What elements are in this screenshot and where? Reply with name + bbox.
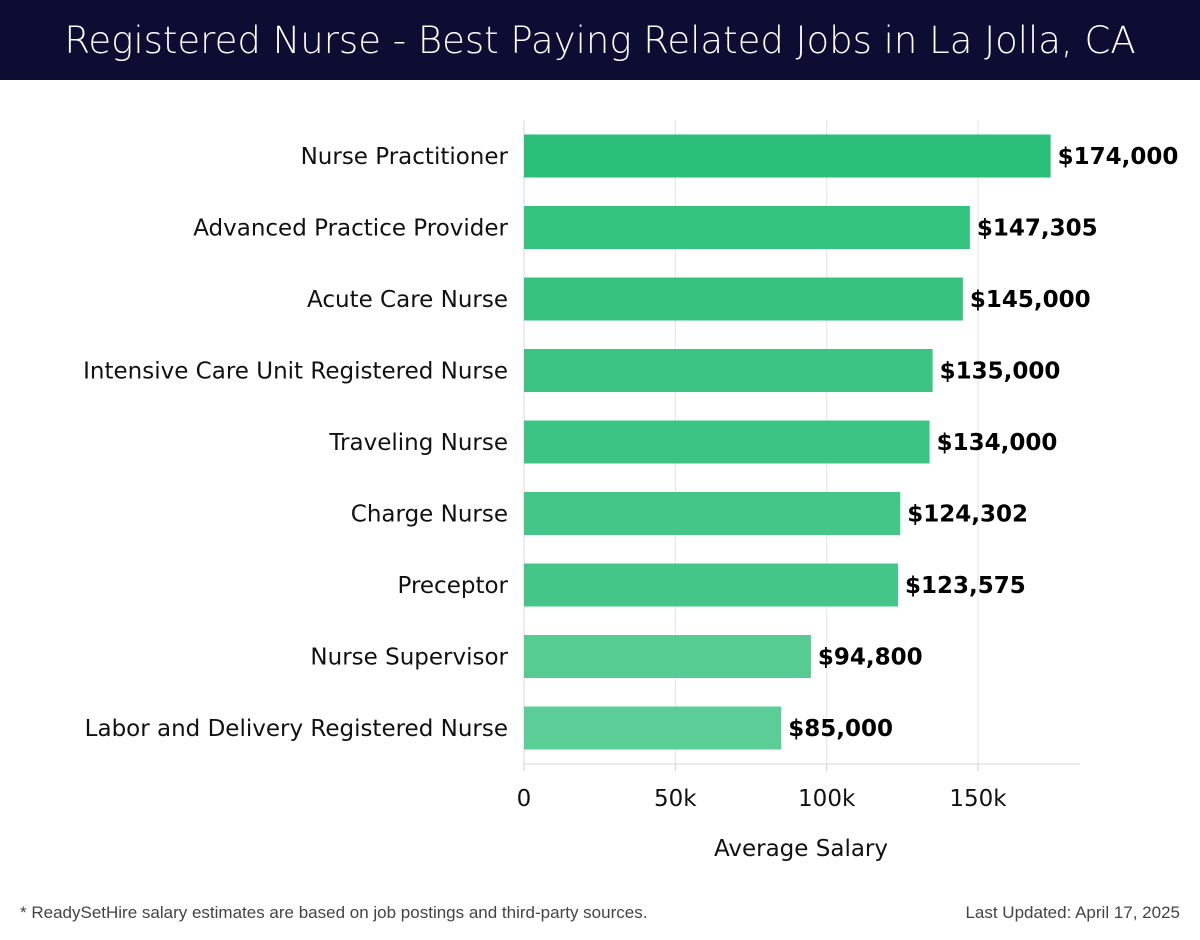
category-label: Labor and Delivery Registered Nurse [85,716,508,742]
bar [524,420,930,464]
bar [524,706,782,750]
bar [524,349,933,392]
category-label: Advanced Practice Provider [193,216,508,242]
value-label: $174,000 [1058,144,1179,170]
x-tick-label: 0 [517,786,532,812]
x-tick-label: 100k [798,786,856,812]
bar [524,134,1051,178]
x-tick-label: 50k [654,786,697,812]
title-bar: Registered Nurse - Best Paying Related J… [0,0,1200,80]
bar [524,206,970,249]
footer: * ReadySetHire salary estimates are base… [20,900,1180,926]
value-label: $147,305 [977,216,1098,242]
category-label: Acute Care Nurse [307,287,508,313]
value-label: $145,000 [970,287,1091,313]
category-label: Intensive Care Unit Registered Nurse [83,359,508,385]
x-axis-label: Average Salary [714,836,888,862]
footnote: * ReadySetHire salary estimates are base… [20,903,648,922]
chart-title: Registered Nurse - Best Paying Related J… [64,18,1136,62]
value-label: $85,000 [788,716,893,742]
value-label: $94,800 [818,645,923,671]
category-label: Nurse Supervisor [310,645,508,671]
category-label: Charge Nurse [351,502,508,528]
salary-bar-chart: 0 50k 100k 150k Average Salary Nurse Practiti… [83,120,1179,862]
value-label: $123,575 [905,573,1026,599]
bar [524,277,963,321]
category-label: Nurse Practitioner [301,144,509,170]
value-label: $134,000 [937,430,1058,456]
bar [524,563,899,607]
last-updated: Last Updated: April 17, 2025 [965,903,1180,922]
category-label: Traveling Nurse [328,430,508,456]
value-label: $124,302 [907,502,1028,528]
category-label: Preceptor [397,573,508,599]
bar [524,492,901,535]
value-label: $135,000 [940,359,1061,385]
x-tick-label: 150k [949,786,1007,812]
bar [524,635,811,678]
